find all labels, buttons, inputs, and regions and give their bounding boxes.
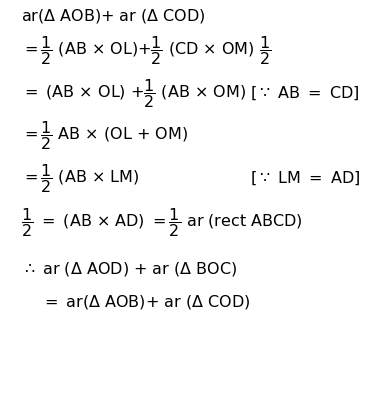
Text: $=\dfrac{1}{2}$ (AB $\times$ LM): $=\dfrac{1}{2}$ (AB $\times$ LM): [21, 162, 140, 195]
Text: $=$ ar($\Delta$ AOB)$+$ ar ($\Delta$ COD): $=$ ar($\Delta$ AOB)$+$ ar ($\Delta$ COD…: [41, 293, 250, 311]
Text: $=\dfrac{1}{2}$ (AB $\times$ OL)$+\dfrac{1}{2}$ (CD $\times$ OM) $\dfrac{1}{2}$: $=\dfrac{1}{2}$ (AB $\times$ OL)$+\dfrac…: [21, 34, 272, 68]
Text: [$\because$ LM $=$ AD]: [$\because$ LM $=$ AD]: [250, 170, 360, 187]
Text: $=$ (AB $\times$ OL) $+\dfrac{1}{2}$ (AB $\times$ OM): $=$ (AB $\times$ OL) $+\dfrac{1}{2}$ (AB…: [21, 77, 246, 110]
Text: ar($\Delta$ AOB)+ ar ($\Delta$ COD): ar($\Delta$ AOB)+ ar ($\Delta$ COD): [21, 7, 206, 25]
Text: $\dfrac{1}{2}$ $=$ (AB $\times$ AD) $=\dfrac{1}{2}$ ar (rect ABCD): $\dfrac{1}{2}$ $=$ (AB $\times$ AD) $=\d…: [21, 206, 303, 239]
Text: $=\dfrac{1}{2}$ AB $\times$ (OL $+$ OM): $=\dfrac{1}{2}$ AB $\times$ (OL $+$ OM): [21, 119, 188, 153]
Text: [$\because$ AB $=$ CD]: [$\because$ AB $=$ CD]: [250, 85, 360, 102]
Text: $\therefore$ ar ($\Delta$ AOD) $+$ ar ($\Delta$ BOC): $\therefore$ ar ($\Delta$ AOD) $+$ ar ($…: [21, 260, 238, 278]
